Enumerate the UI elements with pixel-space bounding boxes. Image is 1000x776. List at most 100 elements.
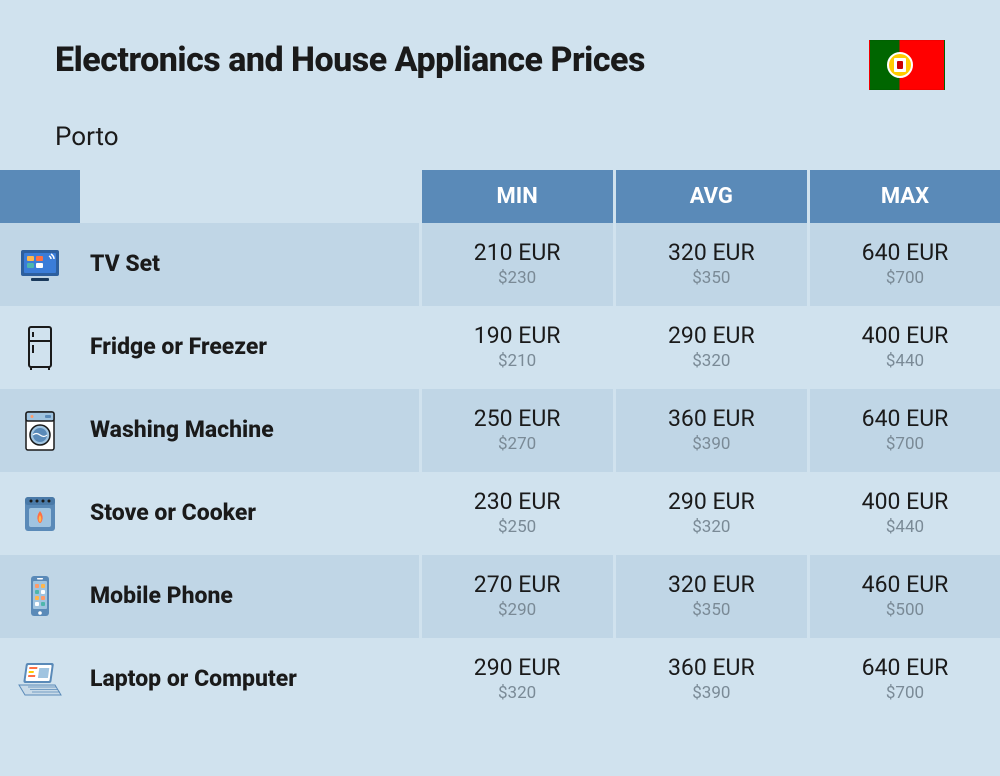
flag-emblem bbox=[894, 58, 906, 72]
th-name bbox=[80, 170, 420, 223]
price-cell-max: 460 EUR$500 bbox=[808, 555, 1000, 638]
item-name: TV Set bbox=[90, 250, 160, 277]
price-sub: $390 bbox=[626, 434, 797, 454]
price-cell-avg: 360 EUR$390 bbox=[614, 389, 808, 472]
price-cell-avg: 320 EUR$350 bbox=[614, 223, 808, 306]
item-name: Stove or Cooker bbox=[90, 499, 256, 526]
icon-cell bbox=[0, 638, 80, 721]
price-sub: $230 bbox=[432, 268, 603, 288]
price-main: 290 EUR bbox=[626, 488, 797, 515]
page-container: Electronics and House Appliance Prices P… bbox=[0, 0, 1000, 721]
table-row: TV Set 210 EUR$230 320 EUR$350 640 EUR$7… bbox=[0, 223, 1000, 306]
city-subtitle: Porto bbox=[55, 122, 945, 152]
price-cell-min: 250 EUR$270 bbox=[420, 389, 614, 472]
washer-icon bbox=[17, 406, 63, 456]
stove-icon bbox=[17, 491, 63, 537]
header-left: Electronics and House Appliance Prices bbox=[55, 40, 645, 80]
price-cell-avg: 290 EUR$320 bbox=[614, 306, 808, 389]
price-cell-max: 640 EUR$700 bbox=[808, 638, 1000, 721]
price-main: 230 EUR bbox=[432, 488, 603, 515]
price-sub: $250 bbox=[432, 517, 603, 537]
price-table: MIN AVG MAX bbox=[0, 170, 1000, 721]
price-sub: $390 bbox=[626, 683, 797, 703]
item-name-cell: Laptop or Computer bbox=[80, 638, 420, 721]
price-main: 460 EUR bbox=[820, 571, 990, 598]
price-cell-avg: 290 EUR$320 bbox=[614, 472, 808, 555]
subtitle-wrap: Porto bbox=[0, 122, 1000, 170]
price-sub: $440 bbox=[820, 351, 990, 371]
price-cell-min: 190 EUR$210 bbox=[420, 306, 614, 389]
price-main: 290 EUR bbox=[432, 654, 603, 681]
item-name-cell: Mobile Phone bbox=[80, 555, 420, 638]
price-main: 320 EUR bbox=[626, 239, 797, 266]
th-min: MIN bbox=[420, 170, 614, 223]
item-name: Fridge or Freezer bbox=[90, 333, 267, 360]
table-row: Mobile Phone 270 EUR$290 320 EUR$350 460… bbox=[0, 555, 1000, 638]
item-name-cell: Stove or Cooker bbox=[80, 472, 420, 555]
price-main: 320 EUR bbox=[626, 571, 797, 598]
icon-cell bbox=[0, 306, 80, 389]
price-sub: $320 bbox=[626, 351, 797, 371]
icon-cell bbox=[0, 223, 80, 306]
price-sub: $210 bbox=[432, 351, 603, 371]
item-name: Laptop or Computer bbox=[90, 665, 297, 692]
price-sub: $320 bbox=[626, 517, 797, 537]
price-sub: $350 bbox=[626, 268, 797, 288]
price-cell-min: 210 EUR$230 bbox=[420, 223, 614, 306]
price-cell-max: 640 EUR$700 bbox=[808, 223, 1000, 306]
price-cell-min: 270 EUR$290 bbox=[420, 555, 614, 638]
price-sub: $290 bbox=[432, 600, 603, 620]
price-main: 640 EUR bbox=[820, 654, 990, 681]
price-main: 400 EUR bbox=[820, 322, 990, 349]
price-cell-avg: 360 EUR$390 bbox=[614, 638, 808, 721]
price-main: 250 EUR bbox=[432, 405, 603, 432]
item-name: Mobile Phone bbox=[90, 582, 233, 609]
price-main: 640 EUR bbox=[820, 239, 990, 266]
item-name: Washing Machine bbox=[90, 416, 274, 443]
price-cell-min: 290 EUR$320 bbox=[420, 638, 614, 721]
th-max: MAX bbox=[808, 170, 1000, 223]
table-row: Stove or Cooker 230 EUR$250 290 EUR$320 … bbox=[0, 472, 1000, 555]
page-title: Electronics and House Appliance Prices bbox=[55, 40, 645, 80]
price-main: 400 EUR bbox=[820, 488, 990, 515]
table-body: TV Set 210 EUR$230 320 EUR$350 640 EUR$7… bbox=[0, 223, 1000, 721]
icon-cell bbox=[0, 389, 80, 472]
icon-cell bbox=[0, 472, 80, 555]
price-main: 210 EUR bbox=[432, 239, 603, 266]
price-sub: $440 bbox=[820, 517, 990, 537]
price-main: 360 EUR bbox=[626, 405, 797, 432]
item-name-cell: Washing Machine bbox=[80, 389, 420, 472]
item-name-cell: Fridge or Freezer bbox=[80, 306, 420, 389]
price-main: 270 EUR bbox=[432, 571, 603, 598]
price-main: 190 EUR bbox=[432, 322, 603, 349]
price-cell-max: 400 EUR$440 bbox=[808, 472, 1000, 555]
item-name-cell: TV Set bbox=[80, 223, 420, 306]
th-icon bbox=[0, 170, 80, 223]
price-sub: $700 bbox=[820, 434, 990, 454]
price-sub: $270 bbox=[432, 434, 603, 454]
price-sub: $350 bbox=[626, 600, 797, 620]
phone-icon bbox=[17, 572, 63, 622]
laptop-icon bbox=[15, 657, 65, 703]
price-sub: $700 bbox=[820, 683, 990, 703]
tv-icon bbox=[17, 242, 63, 288]
price-cell-max: 640 EUR$700 bbox=[808, 389, 1000, 472]
price-sub: $500 bbox=[820, 600, 990, 620]
table-header: MIN AVG MAX bbox=[0, 170, 1000, 223]
price-sub: $700 bbox=[820, 268, 990, 288]
header: Electronics and House Appliance Prices bbox=[0, 0, 1000, 100]
price-cell-max: 400 EUR$440 bbox=[808, 306, 1000, 389]
table-row: Fridge or Freezer 190 EUR$210 290 EUR$32… bbox=[0, 306, 1000, 389]
price-cell-min: 230 EUR$250 bbox=[420, 472, 614, 555]
price-sub: $320 bbox=[432, 683, 603, 703]
price-cell-avg: 320 EUR$350 bbox=[614, 555, 808, 638]
th-avg: AVG bbox=[614, 170, 808, 223]
price-main: 360 EUR bbox=[626, 654, 797, 681]
table-row: Washing Machine 250 EUR$270 360 EUR$390 … bbox=[0, 389, 1000, 472]
fridge-icon bbox=[17, 323, 63, 373]
table-row: Laptop or Computer 290 EUR$320 360 EUR$3… bbox=[0, 638, 1000, 721]
price-main: 640 EUR bbox=[820, 405, 990, 432]
icon-cell bbox=[0, 555, 80, 638]
price-main: 290 EUR bbox=[626, 322, 797, 349]
flag-portugal-icon bbox=[869, 40, 945, 90]
